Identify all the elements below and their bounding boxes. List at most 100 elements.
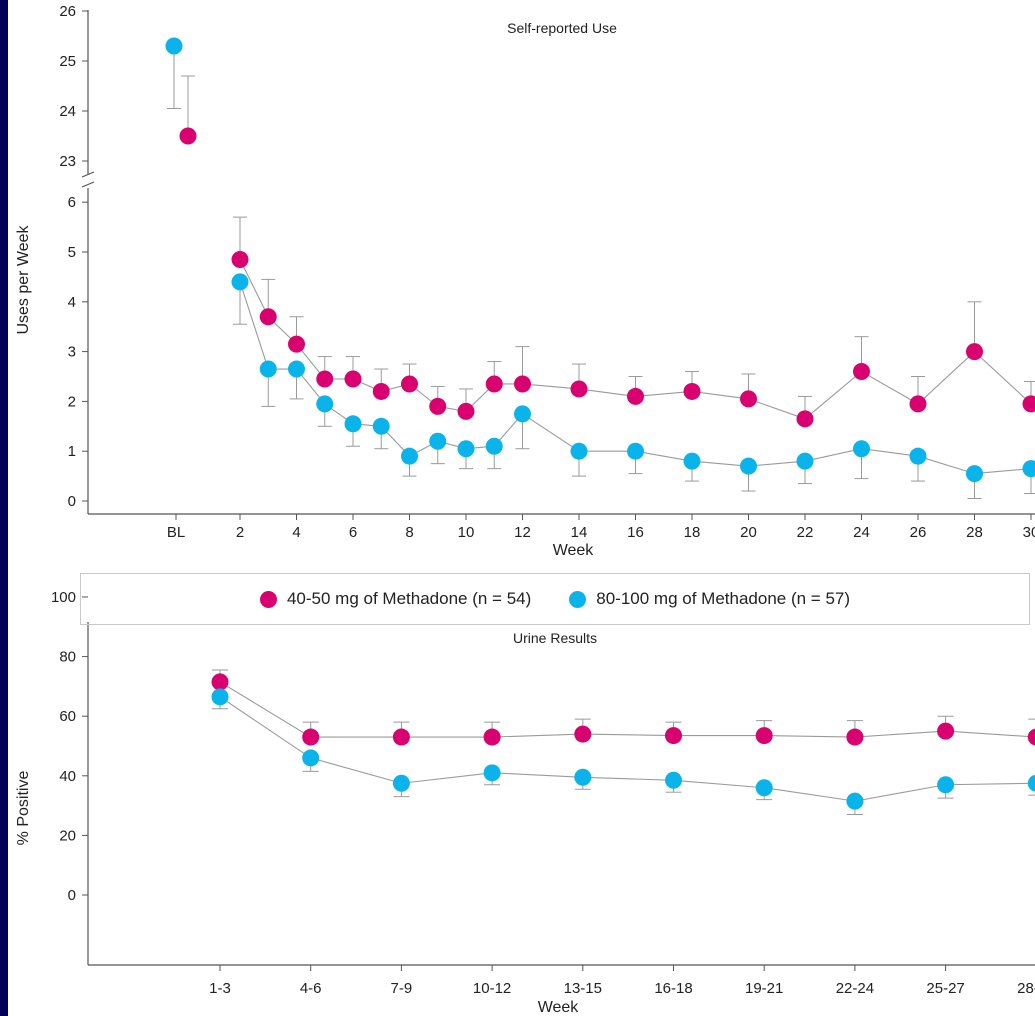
bottom-chart-marks: [211, 669, 1035, 816]
self-reported-use-chart: Self-reported Use Uses per Week Week 232…: [15, 3, 1035, 559]
top-point-s0-p3: [288, 335, 305, 353]
bottom-point-s1-p0: [211, 688, 229, 706]
legend-label-high-dose: 80-100 mg of Methadone (n = 57): [596, 589, 851, 608]
top-x-tick-label: 16: [627, 524, 644, 541]
top-point-s0-p9: [457, 402, 475, 420]
top-point-s1-p5: [344, 415, 362, 433]
top-y-tick-label: 1: [68, 443, 76, 460]
top-point-s0-p14: [683, 382, 701, 400]
top-point-s0-p7: [401, 375, 418, 393]
bottom-x-tick-label: 13-15: [564, 980, 602, 997]
top-x-tick-label: 6: [349, 524, 357, 541]
legend-label-low-dose: 40-50 mg of Methadone (n = 54): [286, 589, 532, 608]
bottom-point-s1-p3: [483, 764, 501, 782]
bottom-x-tick-label: 4-6: [300, 980, 322, 997]
bottom-chart-axes: 0 20 40 60 80 100 1-3 4-6 7-9 10-12 13-15 16-18 19-2…: [51, 589, 1035, 997]
bottom-x-tick-label: 25-27: [926, 980, 964, 997]
bottom-x-tick-label: 10-12: [473, 980, 511, 997]
top-point-s0-p0: [179, 127, 197, 145]
bottom-x-tick-label: 19-21: [745, 980, 783, 997]
top-point-s1-p1: [231, 273, 249, 291]
bottom-y-tick-label: 40: [59, 768, 76, 785]
top-point-s1-p7: [401, 447, 418, 465]
top-y-tick-label: 5: [68, 244, 76, 261]
bottom-point-s1-p9: [1027, 774, 1035, 792]
top-point-s1-p2: [259, 360, 277, 378]
top-y-tick-label: 4: [68, 294, 76, 311]
bottom-point-s1-p4: [574, 768, 592, 786]
top-point-s1-p0: [165, 37, 183, 55]
charts-canvas: Self-reported Use Uses per Week Week 232…: [15, 3, 1035, 1016]
bottom-x-tick-label: 16-18: [654, 980, 692, 997]
bottom-x-tick-label: 7-9: [391, 980, 413, 997]
top-x-tick-label: 26: [910, 524, 927, 541]
top-y-tick-label: 6: [68, 194, 76, 211]
top-y-tick-label: 2: [68, 393, 76, 410]
top-point-s1-p8: [429, 432, 447, 450]
bottom-point-s0-p2: [392, 728, 410, 746]
top-x-tick-label: 12: [514, 524, 531, 541]
bottom-point-s1-p6: [755, 779, 773, 797]
top-point-s0-p18: [909, 395, 927, 413]
top-y-tick-label: 3: [68, 344, 76, 361]
bottom-chart-xlabel: Week: [538, 999, 580, 1016]
top-y-tick-label: 23: [59, 153, 76, 170]
legend: 40-50 mg of Methadone (n = 54) 80-100 mg…: [80, 573, 1030, 625]
bottom-point-s0-p4: [574, 725, 592, 743]
top-point-s1-p14: [683, 452, 701, 470]
top-chart-ylabel: Uses per Week: [15, 224, 32, 334]
top-point-s0-p12: [570, 380, 588, 398]
top-point-s1-p17: [853, 440, 870, 458]
bottom-point-s0-p0: [211, 673, 229, 691]
figure-frame: Self-reported Use Uses per Week Week 23 2…: [8, 0, 1035, 1016]
top-y-tick-label: 26: [59, 3, 76, 20]
top-point-s1-p3: [288, 360, 305, 378]
top-x-tick-label: 2: [236, 524, 244, 541]
top-x-tick-label: 22: [797, 524, 814, 541]
top-point-s0-p17: [853, 363, 870, 381]
top-point-s0-p2: [259, 308, 277, 326]
bottom-point-s0-p5: [665, 727, 682, 745]
top-x-tick-label: 20: [740, 524, 757, 541]
top-x-tick-label: BL: [167, 524, 185, 541]
top-x-tick-label: 4: [292, 524, 300, 541]
top-point-s0-p11: [514, 375, 531, 393]
top-point-s1-p19: [966, 465, 983, 483]
bottom-x-tick-label: 22-24: [836, 980, 874, 997]
top-chart-xlabel: Week: [553, 542, 595, 559]
top-point-s1-p10: [485, 437, 503, 455]
legend-marker-low-dose: [259, 590, 277, 608]
bottom-point-s1-p5: [665, 771, 682, 789]
top-point-s0-p8: [429, 397, 447, 415]
axis-break-icon: [81, 171, 95, 188]
legend-marker-high-dose: [569, 590, 587, 608]
top-y-tick-label: 0: [68, 493, 76, 510]
top-point-s0-p4: [316, 370, 334, 388]
bottom-chart-ylabel: % Positive: [15, 771, 32, 846]
bottom-chart-title: Urine Results: [513, 630, 597, 646]
legend-item-low-dose: 40-50 mg of Methadone (n = 54): [259, 589, 532, 609]
bottom-series-line-0: [219, 681, 1035, 738]
bottom-point-s0-p9: [1027, 728, 1035, 746]
bottom-x-tick-label: 1-3: [209, 980, 231, 997]
top-point-s1-p9: [457, 440, 475, 458]
top-x-tick-label: 18: [684, 524, 701, 541]
bottom-y-tick-label: 60: [59, 708, 76, 725]
top-y-tick-label: 24: [59, 103, 76, 120]
top-point-s1-p15: [740, 457, 757, 475]
top-point-s1-p13: [627, 442, 644, 460]
top-y-tick-label: 25: [59, 53, 76, 70]
bottom-series-line-1: [219, 696, 1035, 802]
bottom-point-s1-p1: [302, 749, 320, 767]
top-point-s0-p13: [627, 387, 644, 405]
bottom-x-tick-label: 28-30: [1017, 980, 1035, 997]
bottom-y-tick-label: 80: [59, 649, 76, 666]
bottom-point-s0-p1: [302, 728, 320, 746]
top-point-s0-p20: [1022, 395, 1035, 413]
top-x-tick-label: 28: [966, 524, 983, 541]
bottom-y-tick-label: 100: [51, 589, 76, 606]
top-point-s0-p16: [796, 410, 814, 428]
bottom-point-s0-p3: [483, 728, 501, 746]
bottom-point-s0-p7: [846, 728, 864, 746]
